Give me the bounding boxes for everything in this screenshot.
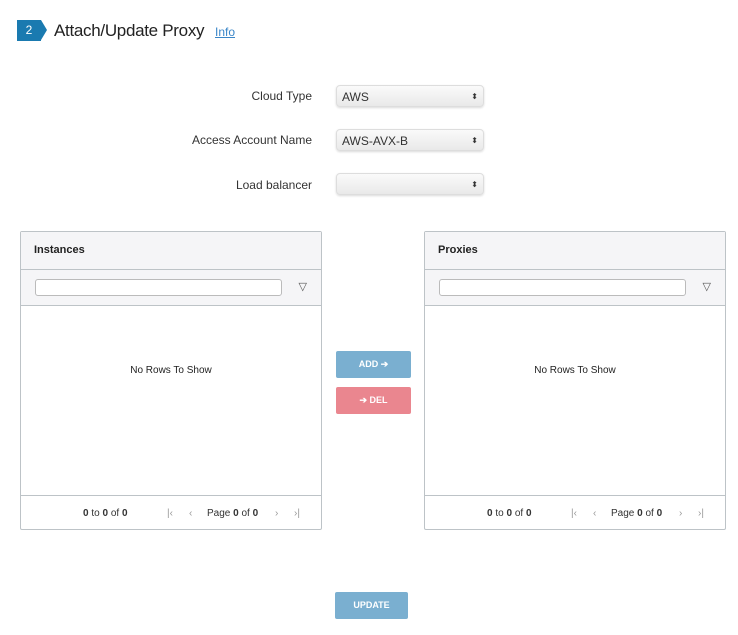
add-button[interactable]: ADD ➔ [336,351,411,378]
next-page-icon[interactable]: › [679,508,683,519]
proxies-pagination: 0 to 0 of 0 |‹ ‹ Page 0 of 0 › ›| [425,496,725,531]
cloud-type-label: Cloud Type [251,89,313,103]
filter-icon[interactable]: ▽ [702,281,711,293]
first-page-icon[interactable]: |‹ [167,508,173,519]
prev-page-icon[interactable]: ‹ [593,508,597,519]
page-summary: Page 0 of 0 [207,508,259,519]
step-badge: 2 [17,20,47,41]
page-title: Attach/Update Proxy [54,21,205,40]
cloud-type-value: AWS [342,90,369,104]
proxies-panel: Proxies ▽ No Rows To Show 0 to 0 of 0 |‹… [424,231,726,530]
access-account-select[interactable]: AWS-AVX-B ⬍ [336,129,484,151]
instances-empty-message: No Rows To Show [21,306,321,496]
instances-panel: Instances ▽ No Rows To Show 0 to 0 of 0 … [20,231,322,530]
proxies-title: Proxies [425,232,725,270]
access-account-label: Access Account Name [191,133,312,147]
page-summary: Page 0 of 0 [611,508,663,519]
load-balancer-label: Load balancer [235,178,312,192]
proxies-empty-message: No Rows To Show [425,306,725,496]
select-arrows-icon: ⬍ [471,92,478,101]
select-arrows-icon: ⬍ [471,180,478,189]
next-page-icon[interactable]: › [275,508,279,519]
cloud-type-select[interactable]: AWS ⬍ [336,85,484,107]
instances-title: Instances [21,232,321,270]
access-account-value: AWS-AVX-B [342,134,409,148]
proxies-filter-input[interactable] [439,279,686,296]
first-page-icon[interactable]: |‹ [571,508,577,519]
load-balancer-select[interactable]: ⬍ [336,173,484,195]
row-summary: 0 to 0 of 0 [487,508,532,519]
filter-icon[interactable]: ▽ [298,281,307,293]
select-arrows-icon: ⬍ [471,136,478,145]
last-page-icon[interactable]: ›| [698,508,704,519]
row-summary: 0 to 0 of 0 [83,508,128,519]
instances-filter-input[interactable] [35,279,282,296]
info-link[interactable]: Info [215,25,236,39]
update-button[interactable]: UPDATE [335,592,408,619]
instances-pagination: 0 to 0 of 0 |‹ ‹ Page 0 of 0 › ›| [21,496,321,531]
prev-page-icon[interactable]: ‹ [189,508,193,519]
del-button[interactable]: ➔ DEL [336,387,411,414]
last-page-icon[interactable]: ›| [294,508,300,519]
